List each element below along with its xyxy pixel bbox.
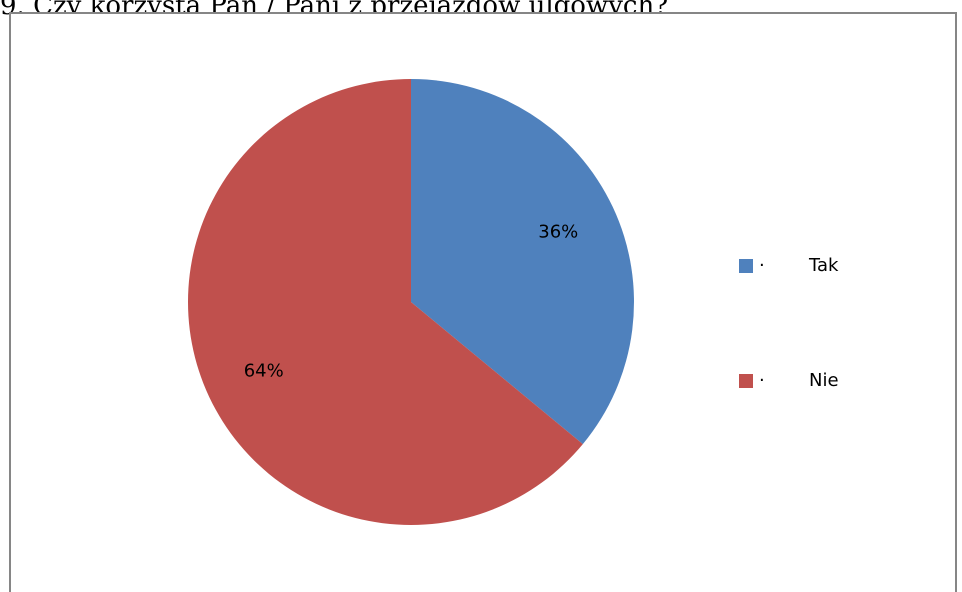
pie-slice-nie <box>188 79 583 525</box>
data-label-tak: 36% <box>538 222 578 243</box>
chart-frame: 36% 64% · Tak · Nie <box>9 12 957 592</box>
legend-label-nie: Nie <box>809 370 839 391</box>
legend-marker-separator: · <box>759 255 765 276</box>
pie-slice-tak <box>411 79 634 445</box>
legend-marker-separator: · <box>759 370 765 391</box>
data-label-nie: 64% <box>244 360 284 381</box>
legend-swatch-nie <box>739 374 753 388</box>
legend-label-tak: Tak <box>808 255 839 276</box>
pie-chart: 36% 64% · Tak · Nie <box>188 79 839 525</box>
legend-swatch-tak <box>739 259 753 273</box>
